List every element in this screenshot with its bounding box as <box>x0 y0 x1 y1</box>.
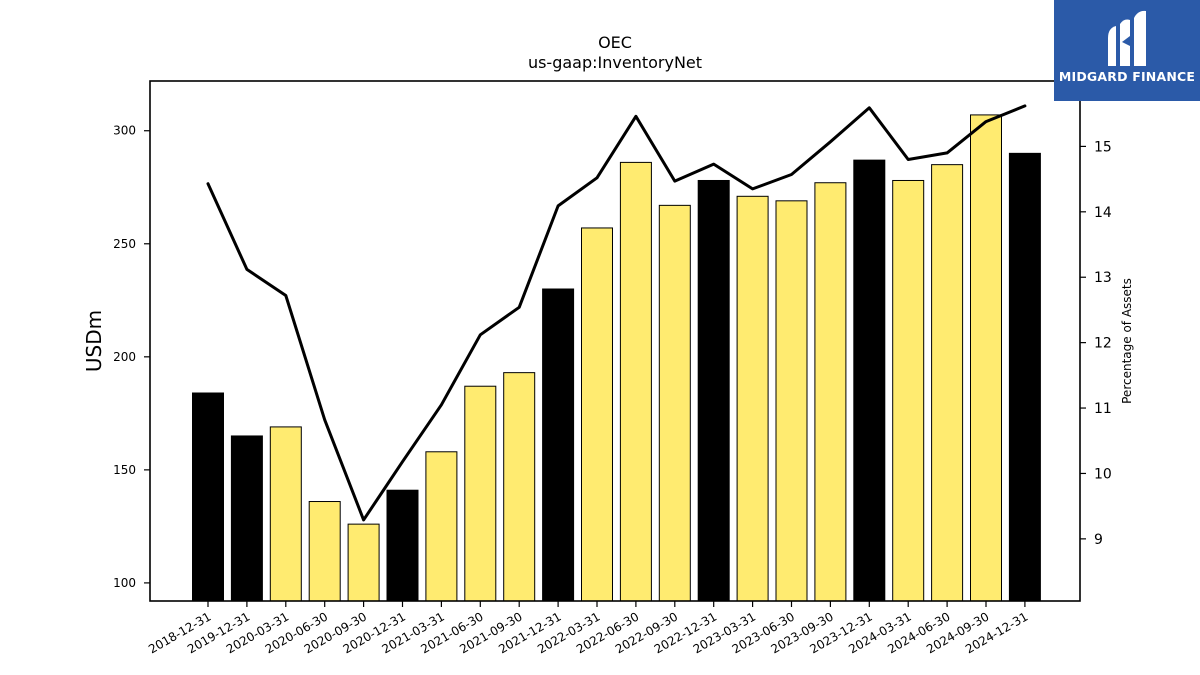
bar <box>347 523 380 602</box>
bar <box>425 451 458 602</box>
bar <box>542 288 575 602</box>
bar <box>775 200 808 602</box>
y2-tick-label: 15 <box>1094 139 1112 155</box>
bar <box>697 179 730 602</box>
bar <box>581 227 613 602</box>
bar <box>230 435 263 602</box>
bar <box>853 159 886 602</box>
bar <box>892 179 925 602</box>
y2-tick-label: 13 <box>1094 270 1112 286</box>
bar <box>192 392 224 602</box>
y-tick-label: 100 <box>113 576 136 590</box>
y2-axis-label: Percentage of Assets <box>1120 278 1134 404</box>
bar <box>308 501 341 602</box>
y2-tick-label: 14 <box>1094 205 1112 221</box>
bar <box>931 164 964 602</box>
bar <box>658 204 691 602</box>
y-tick-label: 150 <box>113 463 136 477</box>
bar <box>814 182 847 602</box>
bar <box>503 372 536 602</box>
bar-series <box>192 114 1041 602</box>
y-tick-label: 250 <box>113 237 136 251</box>
chart-title: OEC <box>598 33 632 52</box>
bar <box>386 489 419 602</box>
bar <box>464 385 497 602</box>
y2-tick-label: 9 <box>1094 532 1103 548</box>
line-path <box>206 104 1027 522</box>
midgard-logo: MIDGARD FINANCE <box>1054 0 1200 101</box>
chart-subtitle: us-gaap:InventoryNet <box>528 53 702 72</box>
y2-tick-label: 11 <box>1094 401 1112 417</box>
midgard-logo-icon <box>1108 10 1146 66</box>
bar <box>970 114 1002 602</box>
line-series <box>206 104 1027 522</box>
y-tick-label: 200 <box>113 350 136 364</box>
y-axis-label: USDm <box>82 310 106 372</box>
y2-tick-label: 10 <box>1094 466 1112 482</box>
bar <box>269 426 302 602</box>
logo-text: MIDGARD FINANCE <box>1058 69 1196 84</box>
y-tick-label: 300 <box>113 124 136 138</box>
bar <box>619 161 652 602</box>
bar <box>1008 152 1041 602</box>
y2-tick-label: 12 <box>1094 336 1112 352</box>
bar <box>736 195 769 602</box>
plot-frame <box>149 80 1081 602</box>
